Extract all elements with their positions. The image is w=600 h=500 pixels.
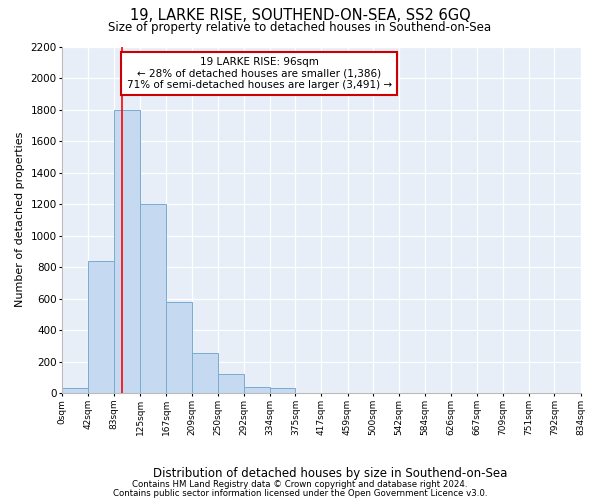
Y-axis label: Number of detached properties: Number of detached properties	[15, 132, 25, 308]
Bar	[166, 302, 192, 393]
Text: Distribution of detached houses by size in Southend-on-Sea: Distribution of detached houses by size …	[153, 468, 507, 480]
Bar	[114, 110, 140, 393]
Bar	[192, 353, 218, 393]
Text: Contains public sector information licensed under the Open Government Licence v3: Contains public sector information licen…	[113, 488, 487, 498]
Text: Size of property relative to detached houses in Southend-on-Sea: Size of property relative to detached ho…	[109, 21, 491, 34]
Text: Contains HM Land Registry data © Crown copyright and database right 2024.: Contains HM Land Registry data © Crown c…	[132, 480, 468, 489]
Bar	[244, 387, 270, 393]
Bar	[140, 204, 166, 393]
Bar	[270, 388, 295, 393]
Text: 19, LARKE RISE, SOUTHEND-ON-SEA, SS2 6GQ: 19, LARKE RISE, SOUTHEND-ON-SEA, SS2 6GQ	[130, 8, 470, 22]
Bar	[218, 374, 244, 393]
Text: 19 LARKE RISE: 96sqm
← 28% of detached houses are smaller (1,386)
71% of semi-de: 19 LARKE RISE: 96sqm ← 28% of detached h…	[127, 57, 392, 90]
Bar	[88, 260, 114, 393]
Bar	[62, 388, 88, 393]
